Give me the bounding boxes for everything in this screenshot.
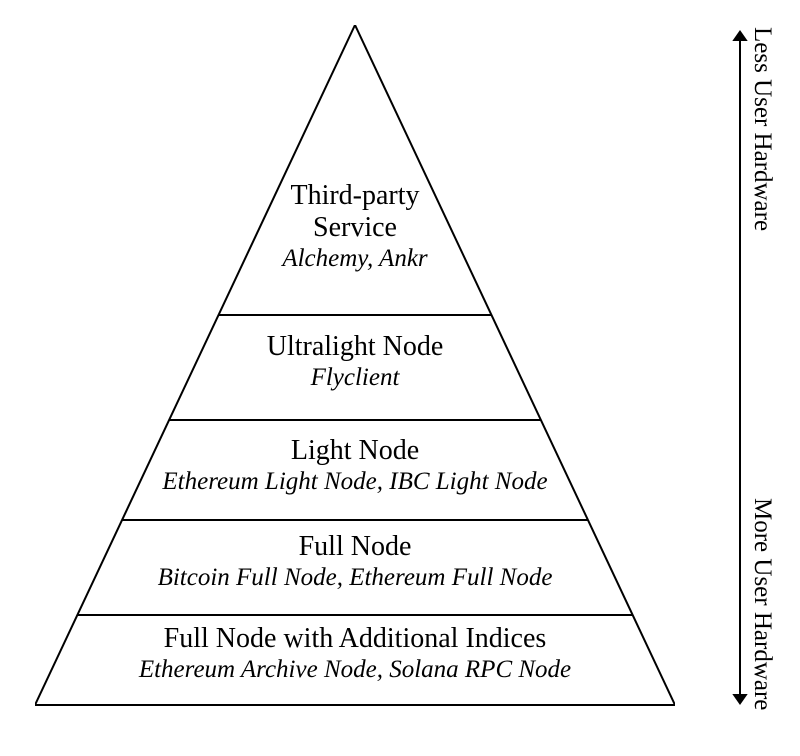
hardware-axis-arrow: [35, 25, 760, 725]
pyramid-diagram: Third-party Service Alchemy, Ankr Ultral…: [35, 25, 765, 725]
axis-label-less-hardware: Less User Hardware: [748, 27, 776, 231]
axis-label-more-hardware: More User Hardware: [748, 498, 776, 710]
